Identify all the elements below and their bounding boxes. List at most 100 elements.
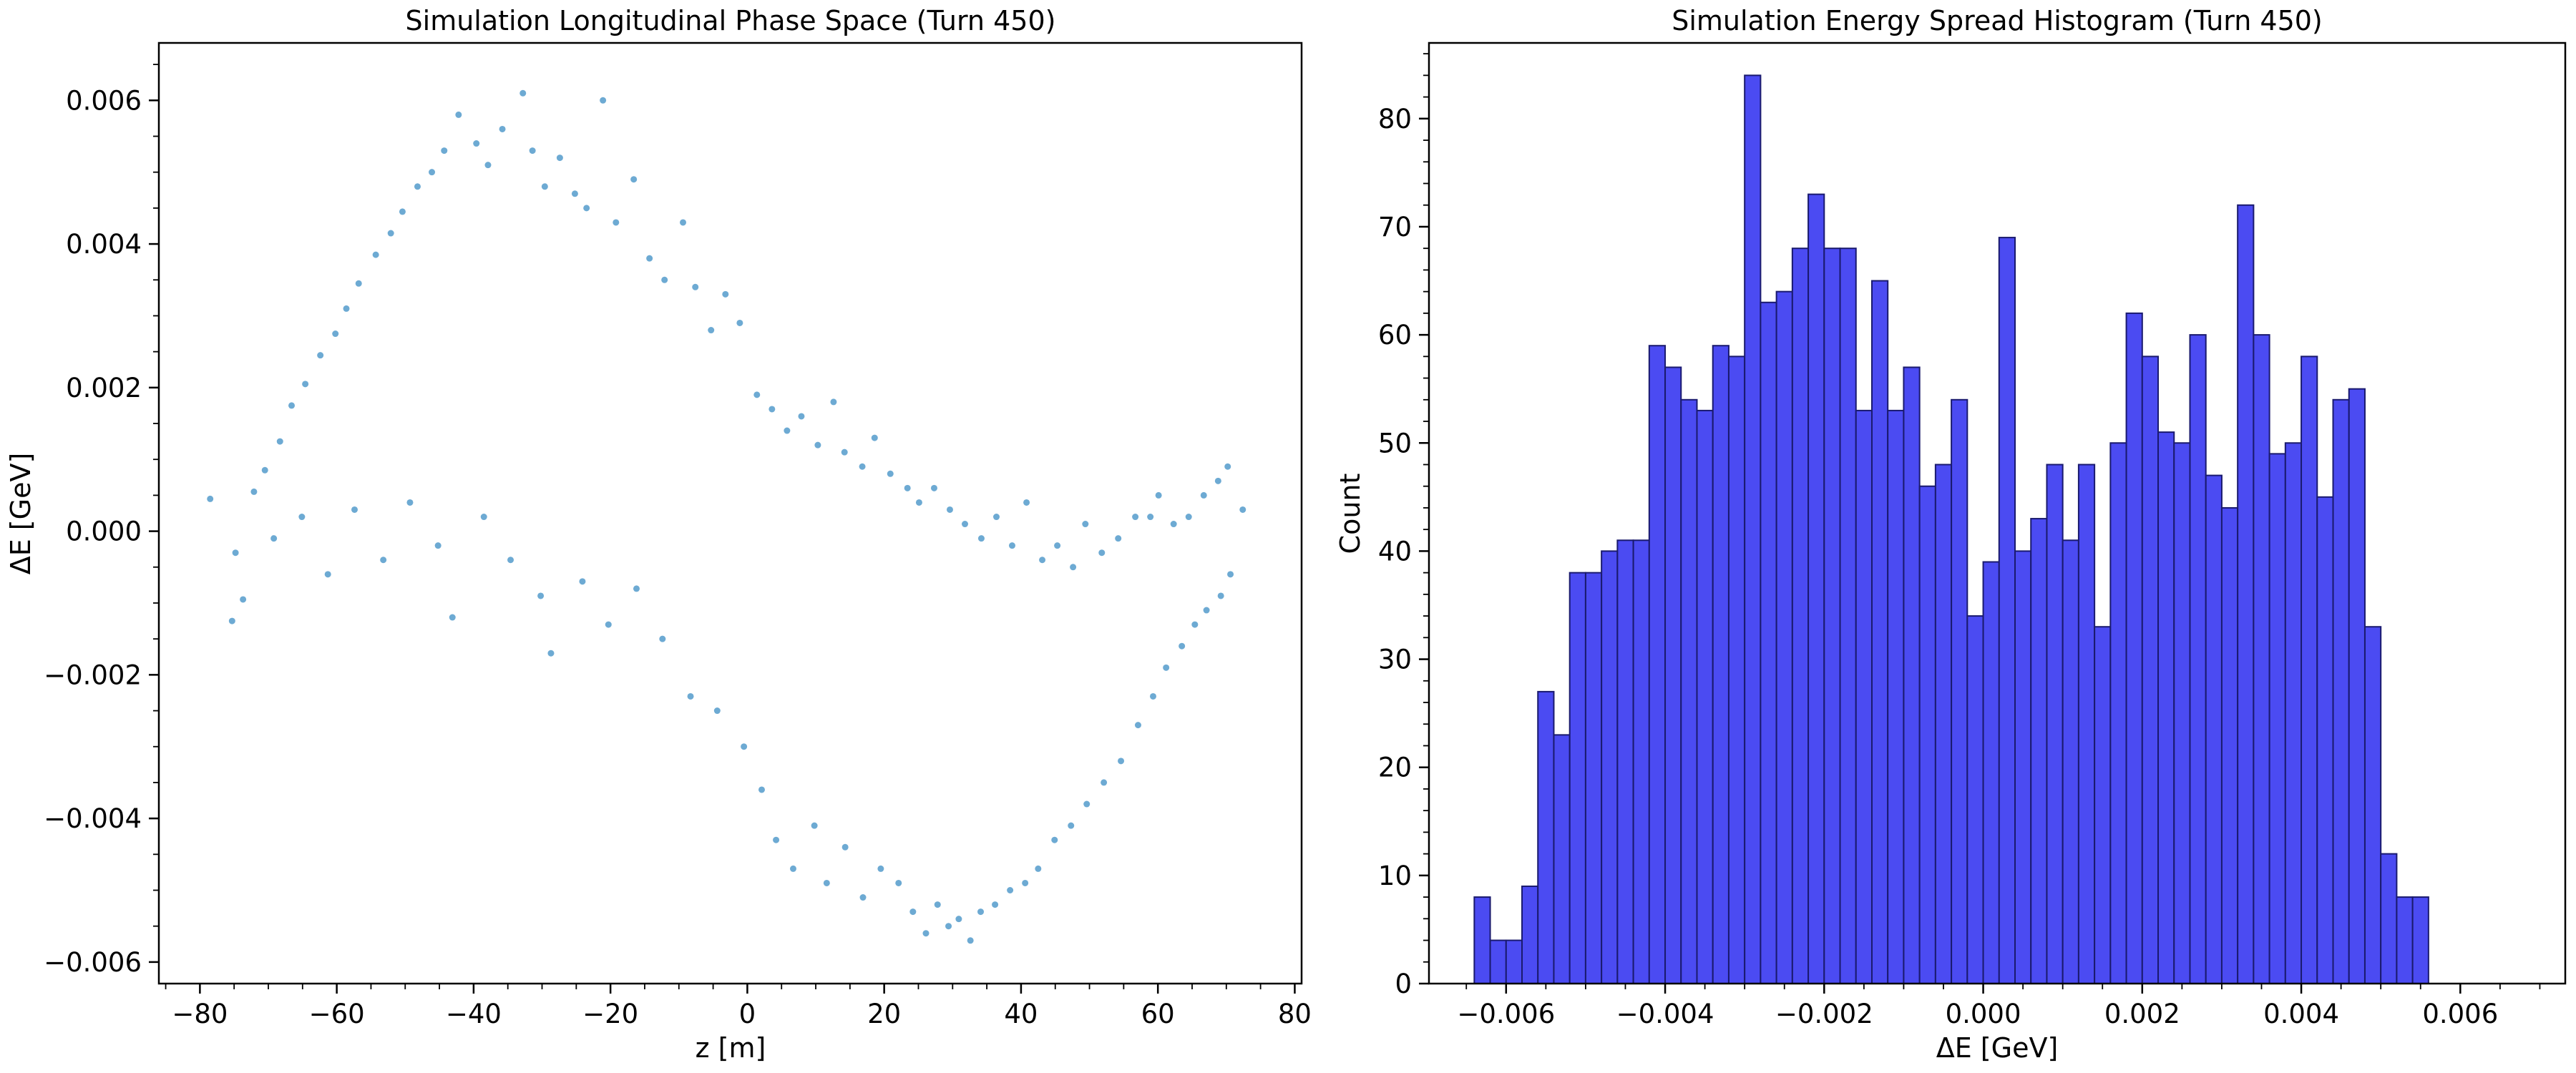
scatter-point <box>661 276 668 283</box>
scatter-point <box>261 466 268 474</box>
scatter-point <box>877 865 884 872</box>
histogram-bar <box>1982 561 2000 984</box>
scatter-point <box>1115 535 1122 542</box>
scatter-point <box>414 183 421 190</box>
scatter-point <box>499 125 506 132</box>
scatter-point <box>708 327 715 334</box>
scatter-point <box>687 692 694 700</box>
scatter-point <box>830 398 837 406</box>
scatter-y-tick-label: −0.004 <box>44 803 142 834</box>
scatter-point <box>823 879 830 886</box>
histogram-y-axis: 0 10 20 30 40 50 60 70 80 <box>1378 53 1429 999</box>
scatter-point <box>579 578 586 585</box>
scatter-point <box>232 549 239 557</box>
histogram-title: Simulation Energy Spread Histogram (Turn… <box>1672 5 2323 36</box>
scatter-point <box>946 506 953 513</box>
scatter-point <box>1147 514 1154 521</box>
scatter-point <box>798 413 805 420</box>
histogram-y-tick-label: 60 <box>1378 320 1412 351</box>
histogram-bar <box>2268 453 2286 984</box>
scatter-point <box>895 879 902 886</box>
histogram-bar <box>2253 334 2270 984</box>
scatter-point <box>1214 477 1221 484</box>
scatter-point <box>811 822 818 829</box>
histogram-bar <box>2380 853 2398 985</box>
scatter-point <box>600 97 607 104</box>
histogram-bar <box>2332 398 2350 984</box>
scatter-point <box>399 208 406 215</box>
scatter-point <box>250 488 258 495</box>
scatter-point <box>992 901 999 908</box>
histogram-x-tick-label: 0.002 <box>2104 999 2180 1029</box>
scatter-point <box>351 506 358 513</box>
scatter-point <box>1203 607 1210 614</box>
scatter-point <box>1185 514 1192 521</box>
histogram-bar <box>2411 896 2429 984</box>
scatter-point <box>302 381 309 388</box>
histogram-bar <box>2173 442 2191 984</box>
histogram-bar <box>1616 539 1634 984</box>
scatter-point <box>441 147 448 155</box>
histogram-x-tick-label: 0.004 <box>2263 999 2339 1029</box>
histogram-bar <box>1712 345 1729 984</box>
scatter-point <box>1098 549 1106 557</box>
histogram-bar <box>1584 572 1603 984</box>
histogram-plot-frame <box>1428 41 2567 985</box>
scatter-point <box>507 557 514 564</box>
histogram-bar <box>1489 939 1507 985</box>
scatter-point <box>859 894 867 901</box>
scatter-point <box>967 937 974 944</box>
histogram-bar <box>1775 290 1793 984</box>
scatter-point <box>519 89 527 97</box>
histogram-bar <box>1807 193 1825 984</box>
scatter-point <box>270 535 278 542</box>
scatter-point <box>240 596 247 603</box>
scatter-plot-frame <box>157 41 1303 985</box>
histogram-bar <box>2284 442 2303 984</box>
scatter-point <box>659 635 666 642</box>
scatter-point <box>529 147 536 155</box>
histogram-x-axis: −0.006 −0.004 −0.002 0.000 0.002 0.004 0.006 <box>1457 984 2541 1029</box>
scatter-point <box>1008 542 1015 549</box>
histogram-x-tick-label: 0.006 <box>2422 999 2498 1029</box>
histogram-bar <box>2363 626 2382 984</box>
scatter-point <box>1054 542 1061 549</box>
scatter-point <box>1070 564 1077 571</box>
histogram-y-tick-label: 80 <box>1378 104 1412 134</box>
histogram-bar <box>1760 301 1777 984</box>
scatter-point <box>455 111 462 118</box>
histogram-y-tick-label: 70 <box>1378 212 1412 242</box>
scatter-point <box>1217 592 1224 599</box>
scatter-panel: Simulation Longitudinal Phase Space (Tur… <box>5 5 1312 1064</box>
scatter-point <box>547 650 555 657</box>
scatter-point <box>355 280 362 287</box>
histogram-bar <box>2157 431 2175 984</box>
scatter-title: Simulation Longitudinal Phase Space (Tur… <box>406 5 1056 36</box>
scatter-point <box>814 441 821 449</box>
histogram-x-tick-label: −0.004 <box>1616 999 1714 1029</box>
histogram-bar <box>1521 885 1539 985</box>
histogram-y-tick-label: 30 <box>1378 645 1412 675</box>
scatter-x-tick-label: 60 <box>1141 999 1175 1029</box>
scatter-x-tick-label: 40 <box>1004 999 1038 1029</box>
scatter-x-axis-label: z [m] <box>696 1032 766 1064</box>
scatter-y-axis-label: ΔE [GeV] <box>5 453 36 575</box>
scatter-x-axis: −80 −60 −40 −20 0 20 40 60 80 <box>165 984 1312 1029</box>
scatter-point <box>871 434 878 441</box>
scatter-point <box>769 406 776 413</box>
histogram-bar <box>2030 518 2048 984</box>
scatter-point <box>977 908 985 916</box>
scatter-point <box>317 352 324 359</box>
histogram-bar <box>1966 615 1984 984</box>
histogram-bar <box>2125 312 2143 985</box>
histogram-y-tick-label: 20 <box>1378 753 1412 783</box>
scatter-point <box>753 391 761 398</box>
scatter-point <box>692 283 699 290</box>
scatter-point <box>841 843 849 851</box>
scatter-point <box>646 255 653 262</box>
histogram-bar <box>1632 539 1650 984</box>
histogram-bar <box>2062 539 2079 984</box>
histogram-bar <box>1473 896 1491 984</box>
scatter-point <box>904 484 911 491</box>
